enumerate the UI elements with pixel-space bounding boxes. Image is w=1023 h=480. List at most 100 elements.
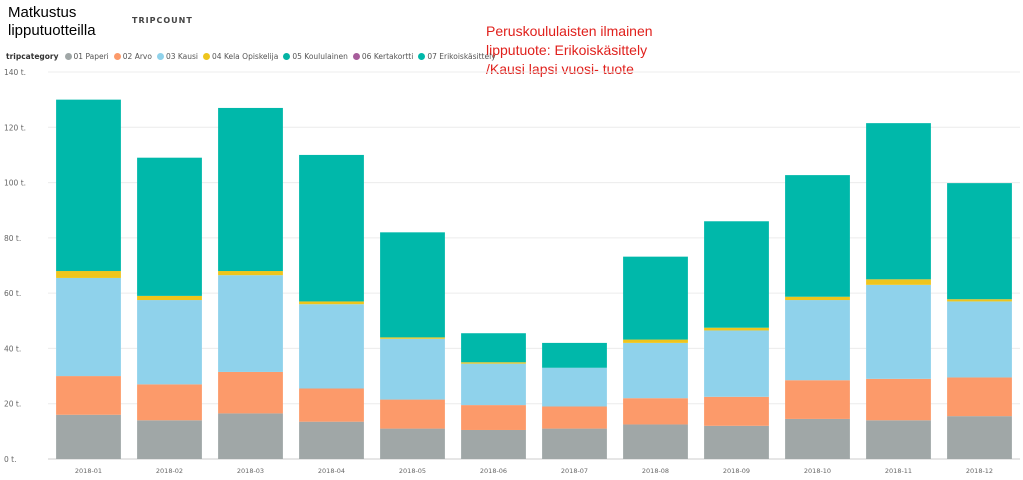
y-tick-label: 60 t.	[4, 289, 21, 298]
bar-segment[interactable]	[218, 107, 283, 272]
bar-segment[interactable]	[866, 284, 931, 379]
x-tick-label: 2018-01	[75, 467, 102, 475]
x-tick-label: 2018-05	[399, 467, 426, 475]
page-title: Matkustus lipputuotteilla	[8, 4, 96, 39]
bar-segment[interactable]	[461, 362, 526, 364]
legend-item-kertakortti[interactable]: 06 Kertakortti	[352, 52, 413, 61]
bar-segment[interactable]	[947, 183, 1012, 300]
bar-segment[interactable]	[380, 232, 445, 338]
y-tick-label: 120 t.	[4, 123, 26, 132]
legend-swatch	[64, 52, 72, 60]
bar-segment[interactable]	[623, 398, 688, 425]
bar-segment[interactable]	[137, 295, 202, 301]
legend-item-paperi[interactable]: 01 Paperi	[64, 51, 109, 61]
legend-item-kela-opiskelija[interactable]: 04 Kela Opiskelija	[203, 52, 278, 61]
bar-segment[interactable]	[623, 339, 688, 343]
bar-segment[interactable]	[218, 275, 283, 372]
x-tick-label: 2018-08	[642, 467, 669, 475]
y-tick-label: 100 t.	[4, 179, 26, 188]
annotation-text: Peruskoululaisten ilmainen lipputuote: E…	[486, 23, 653, 77]
bar-segment[interactable]	[299, 301, 364, 305]
legend-item-koululainen[interactable]: 05 Koululainen	[283, 52, 348, 61]
bar-segment[interactable]	[704, 330, 769, 397]
bar-segment[interactable]	[947, 416, 1012, 459]
legend-swatch	[156, 52, 164, 60]
bar-segment[interactable]	[299, 154, 364, 302]
legend-item-arvo[interactable]: 02 Arvo	[113, 51, 152, 61]
y-tick-label: 80 t.	[4, 234, 21, 243]
bar-segment[interactable]	[461, 429, 526, 459]
bar-segment[interactable]	[542, 367, 607, 407]
bar-segment[interactable]	[56, 376, 121, 415]
x-tick-label: 2018-10	[804, 467, 831, 475]
legend-label: 01 Paperi	[73, 51, 109, 61]
bar-segment[interactable]	[542, 406, 607, 429]
bar-segment[interactable]	[623, 424, 688, 459]
legend-swatch	[203, 52, 211, 60]
bar-segment[interactable]	[380, 338, 445, 400]
legend-item-kausi[interactable]: 03 Kausi	[156, 51, 199, 61]
x-tick-label: 2018-03	[237, 467, 264, 475]
x-tick-label: 2018-09	[723, 467, 750, 475]
legend-swatch	[113, 52, 121, 60]
bar-segment[interactable]	[542, 342, 607, 368]
y-tick-label: 0 t.	[4, 455, 16, 464]
bar-segment[interactable]	[137, 384, 202, 421]
bar-segment[interactable]	[137, 157, 202, 296]
legend-swatch	[283, 52, 291, 60]
y-tick-label: 40 t.	[4, 344, 21, 353]
bar-segment[interactable]	[623, 342, 688, 399]
bar-segment[interactable]	[56, 277, 121, 377]
y-tick-label: 140 t.	[4, 68, 26, 77]
legend-label: 03 Kausi	[165, 51, 199, 61]
legend-label: 07 Erikoiskäsittely	[427, 51, 496, 61]
bar-segment[interactable]	[380, 337, 445, 339]
bar-segment[interactable]	[56, 271, 121, 278]
bar-segment[interactable]	[704, 327, 769, 331]
x-tick-label: 2018-02	[156, 467, 183, 475]
bar-segment[interactable]	[461, 405, 526, 430]
bar-segment[interactable]	[866, 378, 931, 421]
bar-segment[interactable]	[380, 399, 445, 429]
bar-segment[interactable]	[785, 418, 850, 459]
bar-segment[interactable]	[947, 299, 1012, 302]
bar-segment[interactable]	[785, 380, 850, 419]
legend: tripcategory 01 Paperi 02 Arvo 03 Kausi …	[6, 50, 501, 62]
bar-segment[interactable]	[785, 300, 850, 381]
bar-segment[interactable]	[866, 279, 931, 285]
bar-segment[interactable]	[56, 414, 121, 459]
bar-segment[interactable]	[866, 123, 931, 280]
measure-label: TRIPCOUNT	[132, 16, 193, 25]
legend-label: 02 Arvo	[122, 51, 152, 61]
bar-segment[interactable]	[542, 428, 607, 459]
bar-segment[interactable]	[947, 301, 1012, 378]
bar-segment[interactable]	[218, 413, 283, 459]
y-tick-label: 20 t.	[4, 400, 21, 409]
x-tick-label: 2018-12	[966, 467, 993, 475]
bar-segment[interactable]	[866, 420, 931, 459]
bar-segment[interactable]	[785, 296, 850, 301]
bar-segment[interactable]	[137, 420, 202, 459]
bar-segment[interactable]	[461, 363, 526, 406]
bar-segment[interactable]	[218, 271, 283, 276]
legend-swatch	[352, 52, 360, 60]
bar-segment[interactable]	[299, 304, 364, 389]
bar-segment[interactable]	[380, 428, 445, 459]
bar-segment[interactable]	[56, 99, 121, 272]
bar-segment[interactable]	[704, 396, 769, 426]
x-tick-label: 2018-11	[885, 467, 912, 475]
bar-segment[interactable]	[785, 175, 850, 297]
bar-segment[interactable]	[623, 256, 688, 340]
bar-segment[interactable]	[299, 388, 364, 422]
legend-item-erikoiskasittely[interactable]: 07 Erikoiskäsittely	[418, 51, 496, 61]
bar-segment[interactable]	[461, 333, 526, 363]
bar-segment[interactable]	[218, 371, 283, 414]
legend-label: 05 Koululainen	[292, 51, 348, 61]
x-tick-label: 2018-06	[480, 467, 507, 475]
bar-segment[interactable]	[704, 425, 769, 459]
bar-segment[interactable]	[704, 221, 769, 328]
bar-segment[interactable]	[947, 377, 1012, 417]
bar-segment[interactable]	[137, 300, 202, 385]
bar-segment[interactable]	[299, 421, 364, 459]
